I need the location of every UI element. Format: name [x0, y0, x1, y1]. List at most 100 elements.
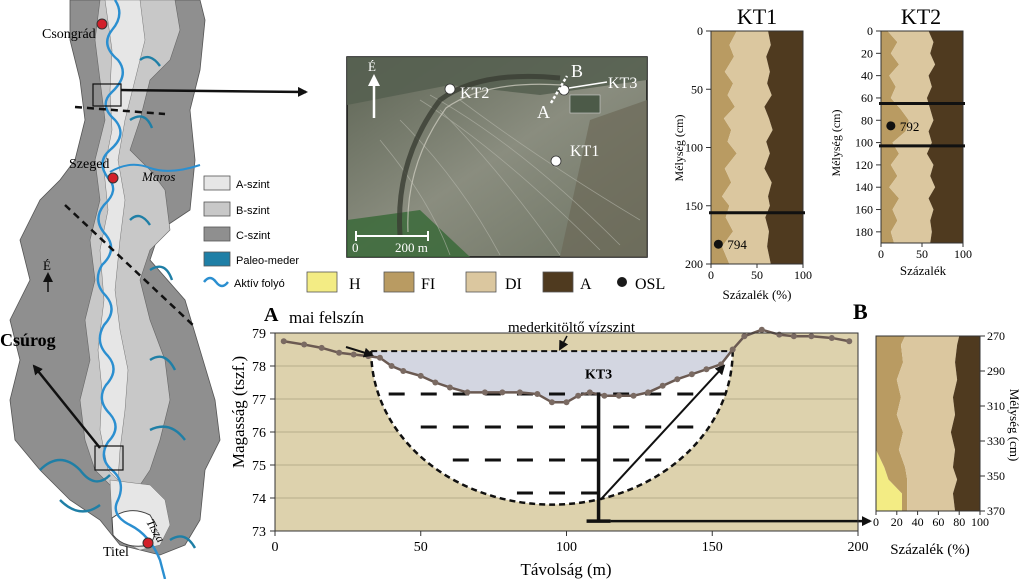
- osl-label-792: 792: [900, 119, 920, 134]
- xsec-surface-point: [481, 389, 488, 396]
- xsec-surface-point: [575, 392, 582, 399]
- aerial-label-kt3: KT3: [608, 75, 637, 92]
- map-section-line-2: [64, 204, 196, 328]
- xsec-surface-point: [645, 389, 652, 396]
- legend-swatch-river: [203, 276, 229, 288]
- aerial-field-green: [347, 210, 470, 257]
- aerial-plough-lines: [379, 94, 641, 256]
- ytick-label-180: 180: [855, 225, 873, 239]
- xsec-surface-point: [615, 392, 622, 399]
- xsec-surface-point: [846, 338, 853, 345]
- ytick-label-350: 350: [987, 469, 1005, 483]
- xsec-surface-point: [446, 384, 453, 391]
- ytick-label-100: 100: [855, 136, 873, 150]
- xsec-surface-point: [417, 372, 424, 379]
- kt1-ylabel: Mélység (cm): [672, 115, 686, 182]
- legend-swatch-paleo: [203, 251, 231, 267]
- xsec-ytick-label-79: 79: [252, 327, 266, 342]
- xsec-arrow-fill: [559, 335, 569, 351]
- aerial-north-label: É: [368, 59, 376, 74]
- aerial-label-kt2: KT2: [460, 85, 489, 102]
- map-paleo-channels: [39, 55, 197, 549]
- xsec-surface-point: [318, 344, 325, 351]
- kt2-column-chart: KT2 Mélység (cm) Százalék 792 0 20 40 60 80 10…: [829, 4, 972, 278]
- ytick-label-160: 160: [855, 203, 873, 217]
- xsec-ytick-label-75: 75: [252, 459, 266, 474]
- legend-label-b-szint: B-szint: [236, 205, 270, 217]
- xtick-label-100: 100: [971, 515, 989, 529]
- sed-label-fi: FI: [421, 276, 435, 293]
- aerial-label-b: B: [571, 61, 583, 81]
- xsec-surface-point: [534, 391, 541, 398]
- ytick-label-40: 40: [861, 69, 873, 83]
- xsec-xtick-label-0: 0: [272, 540, 279, 555]
- ytick-label-120: 120: [855, 158, 873, 172]
- aerial-photo: É KT2 KT1 KT3 A B 0 200 m: [346, 56, 648, 258]
- xsec-arrow-to-b: [599, 364, 726, 501]
- legend-label-river: Aktív folyó: [234, 278, 285, 290]
- sed-label-h: H: [349, 276, 361, 293]
- xsec-surface-point: [336, 349, 343, 356]
- legend-label-a-szint: A-szint: [236, 179, 270, 191]
- aerial-scale-dist: 200 m: [395, 240, 428, 255]
- 0-band-a: [764, 31, 803, 264]
- legend-swatch-b-szint: [203, 201, 231, 217]
- legend-label-paleo: Paleo-meder: [236, 255, 299, 267]
- xsec-surface-point: [548, 399, 555, 406]
- kt2-ylabel: Mélység (cm): [829, 110, 843, 177]
- xtick-label-60: 60: [932, 515, 944, 529]
- xtick-label-50: 50: [751, 268, 763, 282]
- xsec-xtick-label-50: 50: [414, 540, 428, 555]
- ytick-label-0: 0: [697, 24, 703, 38]
- xsec-surface-point: [586, 389, 593, 396]
- place-label-csurog: Csúrog: [0, 330, 56, 350]
- aerial-farm: [569, 94, 601, 114]
- map-section-line-1: [74, 105, 166, 116]
- xsec-surface-point: [400, 367, 407, 374]
- kt1-xlabel: Százalék (%): [723, 287, 792, 302]
- aerial-paleochannel: [397, 73, 561, 236]
- map-study-box-north: [92, 83, 122, 107]
- xsec-surface-point: [808, 333, 815, 340]
- ytick-label-100: 100: [685, 141, 703, 155]
- kt1-column-chart: KT1 Mélység (cm) Százalék (%) 794 0 50 100 1…: [672, 4, 812, 302]
- xtick-label-80: 80: [953, 515, 965, 529]
- ytick-label-60: 60: [861, 91, 873, 105]
- sed-swatch-osl: [617, 277, 627, 287]
- xtick-label-0: 0: [708, 268, 714, 282]
- ytick-label-50: 50: [691, 82, 703, 96]
- 3-band-di: [896, 336, 960, 511]
- 1-band-a: [926, 31, 963, 243]
- xtick-label-0: 0: [878, 247, 884, 261]
- xtick-label-0: 0: [873, 515, 879, 529]
- xsec-surface-point: [432, 379, 439, 386]
- map-north-label: É: [43, 258, 51, 273]
- xsec-ytick-label-77: 77: [252, 393, 266, 408]
- xsec-ytick-label-76: 76: [252, 426, 266, 441]
- river-label-maros: Maros: [141, 169, 175, 184]
- regional-map: Csongrád Szeged Titel Maros Tisza Csúrog…: [0, 0, 308, 579]
- legend-swatch-c-szint: [203, 226, 231, 242]
- legend-label-c-szint: C-szint: [236, 230, 270, 242]
- map-legend: A-szint B-szint C-szint Paleo-meder Aktí…: [203, 175, 299, 290]
- xsec-channel-outline: [369, 351, 734, 506]
- xsec-xlabel: Távolság (m): [520, 560, 611, 579]
- city-dot-szeged: [107, 172, 119, 184]
- aerial-scale-zero: 0: [352, 240, 359, 255]
- ytick-label-330: 330: [987, 434, 1005, 448]
- xsec-surface-point: [729, 346, 736, 353]
- xsec-ytick-label-78: 78: [252, 360, 266, 375]
- ytick-label-310: 310: [987, 399, 1005, 413]
- xsec-xtick-label-150: 150: [702, 540, 723, 555]
- city-dot-csongrad: [96, 18, 108, 30]
- b-ylabel: Mélység (cm): [1007, 389, 1022, 462]
- 3-band-a: [950, 336, 980, 511]
- xsec-ytick-label-73: 73: [252, 525, 266, 540]
- map-arrow-to-csurog: [32, 364, 101, 449]
- ytick-label-0: 0: [867, 24, 873, 38]
- 1-band-di: [887, 31, 936, 243]
- ytick-label-80: 80: [861, 113, 873, 127]
- sed-label-osl: OSL: [635, 276, 665, 293]
- sed-swatch-fi: [383, 271, 415, 293]
- kt1-title: KT1: [737, 4, 777, 29]
